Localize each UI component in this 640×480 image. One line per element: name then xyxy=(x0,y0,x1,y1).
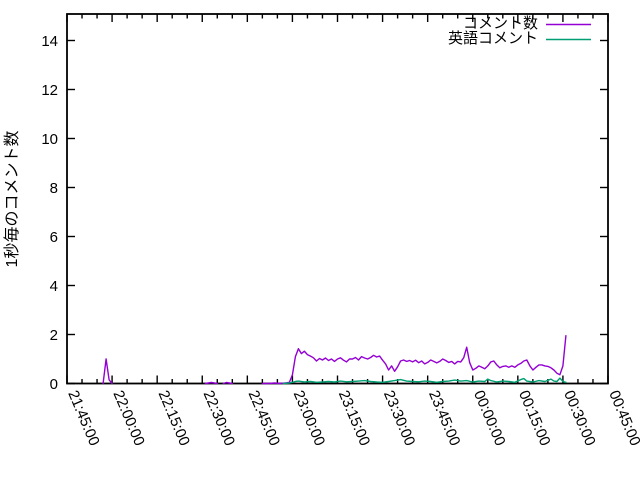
x-tick-label: 22:00:00 xyxy=(109,388,147,448)
x-tick-label: 23:15:00 xyxy=(335,388,373,448)
y-tick-label: 2 xyxy=(50,327,58,344)
y-tick-label: 0 xyxy=(50,376,58,393)
x-tick-label: 23:45:00 xyxy=(425,388,463,448)
series-line-0 xyxy=(261,335,567,385)
x-tick-label: 22:15:00 xyxy=(155,388,193,448)
legend: コメント数 英語コメント xyxy=(448,15,591,47)
series-line-1 xyxy=(282,377,567,385)
legend-label-comments: コメント数 xyxy=(463,15,538,32)
x-tick-label: 23:30:00 xyxy=(380,388,418,448)
series-line-0 xyxy=(102,358,113,385)
x-tick-label: 21:45:00 xyxy=(64,388,102,448)
x-tick-label: 00:45:00 xyxy=(605,388,640,448)
x-tick-label: 00:30:00 xyxy=(560,388,598,448)
x-tick-label: 00:15:00 xyxy=(515,388,553,448)
y-tick-label: 4 xyxy=(50,278,58,295)
y-tick-label: 8 xyxy=(50,180,58,197)
x-tick-label: 22:30:00 xyxy=(200,388,238,448)
plot-border xyxy=(66,13,609,385)
y-tick-label: 12 xyxy=(41,82,58,99)
y-tick-label: 6 xyxy=(50,229,58,246)
y-tick-label: 14 xyxy=(41,33,58,50)
y-tick-label: 10 xyxy=(41,131,58,148)
x-tick-label: 23:00:00 xyxy=(290,388,328,448)
series-line-0 xyxy=(222,381,234,385)
legend-label-english-comments: 英語コメント xyxy=(448,29,538,47)
series-line-0 xyxy=(204,381,219,385)
y-axis-title: 1秒毎のコメント数 xyxy=(3,131,21,268)
x-tick-label: 00:00:00 xyxy=(470,388,508,448)
x-tick-label: 22:45:00 xyxy=(245,388,283,448)
